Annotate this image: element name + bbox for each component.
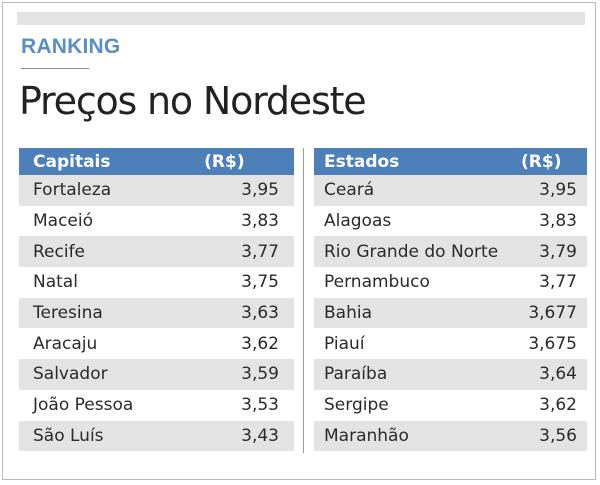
table-row: Pernambuco 3,77 — [314, 267, 587, 298]
row-name: Sergipe — [314, 389, 522, 421]
row-name: Teresina — [19, 297, 205, 329]
row-price: 3,77 — [521, 267, 587, 298]
table-row: João Pessoa 3,53 — [19, 389, 294, 421]
column-header-capitais: Capitais — [19, 148, 205, 175]
table-row: Paraíba 3,64 — [314, 359, 587, 390]
row-price: 3,677 — [521, 297, 587, 329]
estados-table: Estados (R$) Ceará 3,95 Alagoas 3,83 Rio Gra… — [314, 148, 587, 452]
table-row: Rio Grande do Norte 3,79 — [314, 236, 587, 268]
table-row: Sergipe 3,62 — [314, 389, 587, 421]
capitais-table: Capitais (R$) Fortaleza 3,95 Maceió 3,83 Rec… — [19, 148, 294, 452]
row-price: 3,59 — [204, 359, 294, 390]
row-name: Salvador — [19, 359, 205, 390]
table-row: Salvador 3,59 — [19, 359, 294, 390]
column-header-estados: Estados — [314, 148, 522, 175]
row-price: 3,675 — [521, 328, 587, 360]
row-name: Fortaleza — [19, 175, 205, 206]
row-name: Aracaju — [19, 328, 205, 360]
table-row: São Luís 3,43 — [19, 420, 294, 452]
row-price: 3,95 — [521, 175, 587, 206]
row-price: 3,75 — [204, 267, 294, 298]
row-price: 3,62 — [521, 389, 587, 421]
column-divider — [303, 148, 304, 453]
table-header-row: Capitais (R$) — [19, 148, 294, 175]
column-header-price: (R$) — [521, 148, 587, 175]
row-name: Rio Grande do Norte — [314, 236, 522, 268]
row-name: Maceió — [19, 205, 205, 237]
row-price: 3,62 — [204, 328, 294, 360]
row-price: 3,79 — [521, 236, 587, 268]
row-price: 3,53 — [204, 389, 294, 421]
row-price: 3,95 — [204, 175, 294, 206]
row-name: Recife — [19, 236, 205, 268]
table-row: Ceará 3,95 — [314, 175, 587, 206]
table-header-row: Estados (R$) — [314, 148, 587, 175]
estados-rows: Ceará 3,95 Alagoas 3,83 Rio Grande do Norte 3… — [314, 175, 587, 452]
row-name: Alagoas — [314, 205, 522, 237]
table-row: Fortaleza 3,95 — [19, 175, 294, 206]
row-name: Pernambuco — [314, 267, 522, 298]
table-row: Piauí 3,675 — [314, 328, 587, 360]
row-name: Maranhão — [314, 420, 522, 452]
kicker-rule — [21, 68, 89, 69]
table-row: Teresina 3,63 — [19, 297, 294, 329]
row-price: 3,56 — [521, 420, 587, 452]
table-row: Aracaju 3,62 — [19, 328, 294, 360]
table-row: Bahia 3,677 — [314, 297, 587, 329]
top-bar — [17, 12, 585, 25]
table-row: Natal 3,75 — [19, 267, 294, 298]
row-name: Natal — [19, 267, 205, 298]
row-price: 3,64 — [521, 359, 587, 390]
row-price: 3,83 — [521, 205, 587, 237]
section-kicker: RANKING — [21, 35, 121, 58]
column-header-price: (R$) — [204, 148, 294, 175]
row-name: João Pessoa — [19, 389, 205, 421]
table-row: Maranhão 3,56 — [314, 420, 587, 452]
row-price: 3,43 — [204, 420, 294, 452]
row-name: Bahia — [314, 297, 522, 329]
row-name: São Luís — [19, 420, 205, 452]
row-name: Ceará — [314, 175, 522, 206]
row-name: Piauí — [314, 328, 522, 360]
table-row: Recife 3,77 — [19, 236, 294, 268]
capitais-rows: Fortaleza 3,95 Maceió 3,83 Recife 3,77 Natal 3,… — [19, 175, 294, 452]
page-title: Preços no Nordeste — [19, 79, 367, 123]
table-row: Alagoas 3,83 — [314, 205, 587, 237]
infographic-frame: RANKING Preços no Nordeste Capitais (R$)… — [2, 2, 596, 480]
row-price: 3,77 — [204, 236, 294, 268]
table-row: Maceió 3,83 — [19, 205, 294, 237]
row-price: 3,83 — [204, 205, 294, 237]
row-name: Paraíba — [314, 359, 522, 390]
row-price: 3,63 — [204, 297, 294, 329]
